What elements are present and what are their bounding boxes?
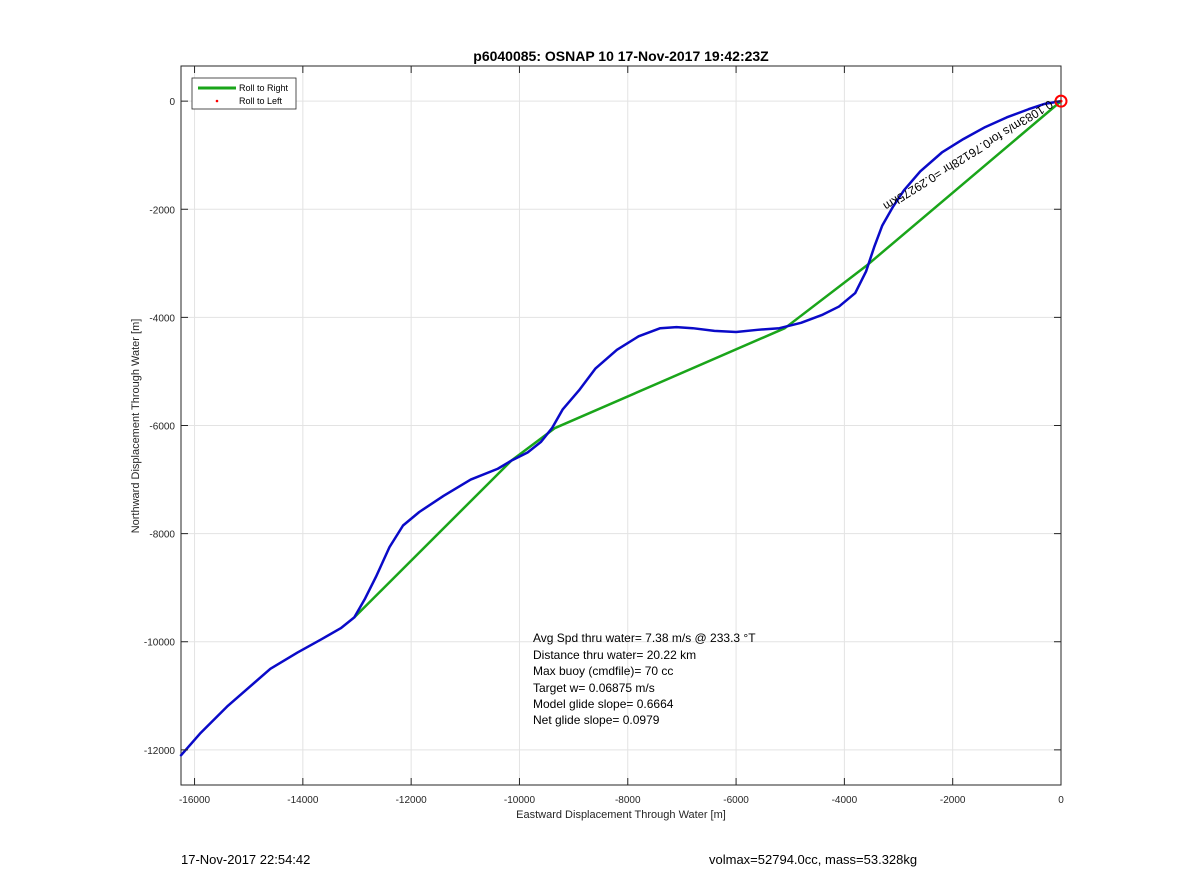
series-track-line [179,99,1063,757]
y-tick-label: -6000 [149,422,175,433]
y-axis-label: Northward Displacement Through Water [m] [130,319,142,534]
legend-label-roll-right: Roll to Right [239,83,289,93]
y-tick-label: -10000 [144,638,176,649]
legend-swatch-roll-left [215,99,219,103]
annotation-line: Max buoy (cmdfile)= 70 cc [533,664,673,678]
footer-timestamp: 17-Nov-2017 22:54:42 [181,852,311,867]
annotation-line: Target w= 0.06875 m/s [533,681,655,695]
y-tick-label: -8000 [149,530,175,541]
annotation-line: Avg Spd thru water= 7.38 m/s @ 233.3 °T [533,631,756,645]
legend-box [191,77,297,110]
tick-labels: -16000 -14000 -12000 -10000 -8000 -6000 -4000 -… [144,66,1064,806]
y-tick-label: -4000 [149,313,175,324]
x-tick-label: -8000 [615,795,641,806]
y-tick-label: -12000 [144,746,176,757]
rotated-segment-label: 0.1083m/s for0.76128hr =0.29275km [881,97,1056,213]
chart-title: p6040085: OSNAP 10 17-Nov-2017 19:42:23Z [473,48,769,64]
annotation-line: Model glide slope= 0.6664 [533,697,674,711]
grid-lines [181,66,1062,785]
x-tick-label: -16000 [179,795,211,806]
legend: Roll to Right Roll to Left [191,77,297,110]
x-tick-label: -4000 [832,795,858,806]
series-roll-to-right-line [353,100,1062,619]
y-tick-label: 0 [169,97,175,108]
legend-label-roll-left: Roll to Left [239,96,283,106]
annotation-block: Avg Spd thru water= 7.38 m/s @ 233.3 °T … [533,631,756,727]
footer-mass-info: volmax=52794.0cc, mass=53.328kg [709,852,918,867]
x-tick-label: -12000 [396,795,428,806]
annotation-line: Net glide slope= 0.0979 [533,713,660,727]
x-axis-label: Eastward Displacement Through Water [m] [516,809,726,821]
x-tick-label: 0 [1058,795,1064,806]
y-tick-label: -2000 [149,205,175,216]
x-tick-label: -14000 [287,795,319,806]
x-tick-label: -10000 [504,795,536,806]
x-tick-label: -2000 [940,795,966,806]
x-tick-label: -6000 [723,795,749,806]
annotation-line: Distance thru water= 20.22 km [533,648,696,662]
